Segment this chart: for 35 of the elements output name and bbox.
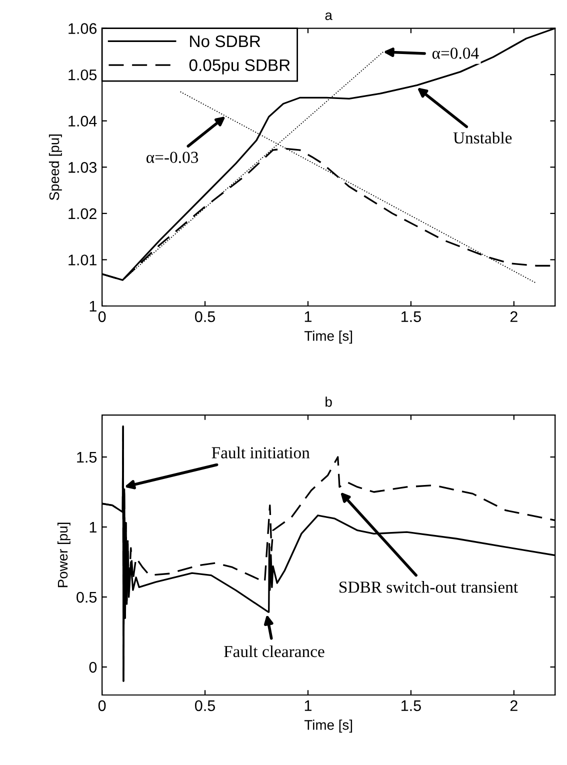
x-tick-label: 1 xyxy=(304,311,312,322)
legend-label: No SDBR xyxy=(190,35,260,48)
legend-label: 0.05pu SDBR xyxy=(189,59,290,74)
x-tick-label: 0 xyxy=(98,700,106,712)
annotation: α=-0.03 xyxy=(146,152,198,164)
chart-title: b xyxy=(326,396,332,407)
y-tick-label: 1 xyxy=(90,301,96,312)
y-axis-title: Speed [pu] xyxy=(48,134,62,200)
y-tick-label: 1.05 xyxy=(68,69,97,80)
annotation: Fault clearance xyxy=(224,645,324,658)
annotation: Fault initiation xyxy=(212,446,310,458)
x-tick-label: 1 xyxy=(304,700,312,711)
x-tick-label: 0 xyxy=(98,311,106,322)
y-tick-label: 1.01 xyxy=(68,254,96,266)
annotation: SDBR switch-out transient xyxy=(340,581,518,593)
y-tick-label: 1.03 xyxy=(68,162,97,173)
annotation: α=0.04 xyxy=(432,48,479,59)
y-tick-label: 0.5 xyxy=(76,592,97,603)
x-tick-label: 1.5 xyxy=(401,311,421,322)
x-tick-label: 0.5 xyxy=(195,700,215,712)
y-tick-label: 1.5 xyxy=(77,452,97,463)
y-tick-label: 1 xyxy=(90,522,96,533)
y-axis-title: Power [pu] xyxy=(57,522,70,588)
y-tick-label: 0 xyxy=(89,662,97,673)
x-tick-label: 2 xyxy=(510,311,518,322)
annotation: Unstable xyxy=(453,132,512,144)
chart-title: a xyxy=(325,12,332,20)
x-axis-title: Time [s] xyxy=(304,720,352,733)
y-tick-label: 1.06 xyxy=(68,23,97,34)
x-tick-label: 2 xyxy=(510,700,518,711)
x-tick-label: 1.5 xyxy=(401,700,421,712)
x-tick-label: 0.5 xyxy=(195,311,215,322)
x-axis-title: Time [s] xyxy=(304,330,352,344)
y-tick-label: 1.02 xyxy=(68,208,96,220)
y-tick-label: 1.04 xyxy=(68,116,97,127)
